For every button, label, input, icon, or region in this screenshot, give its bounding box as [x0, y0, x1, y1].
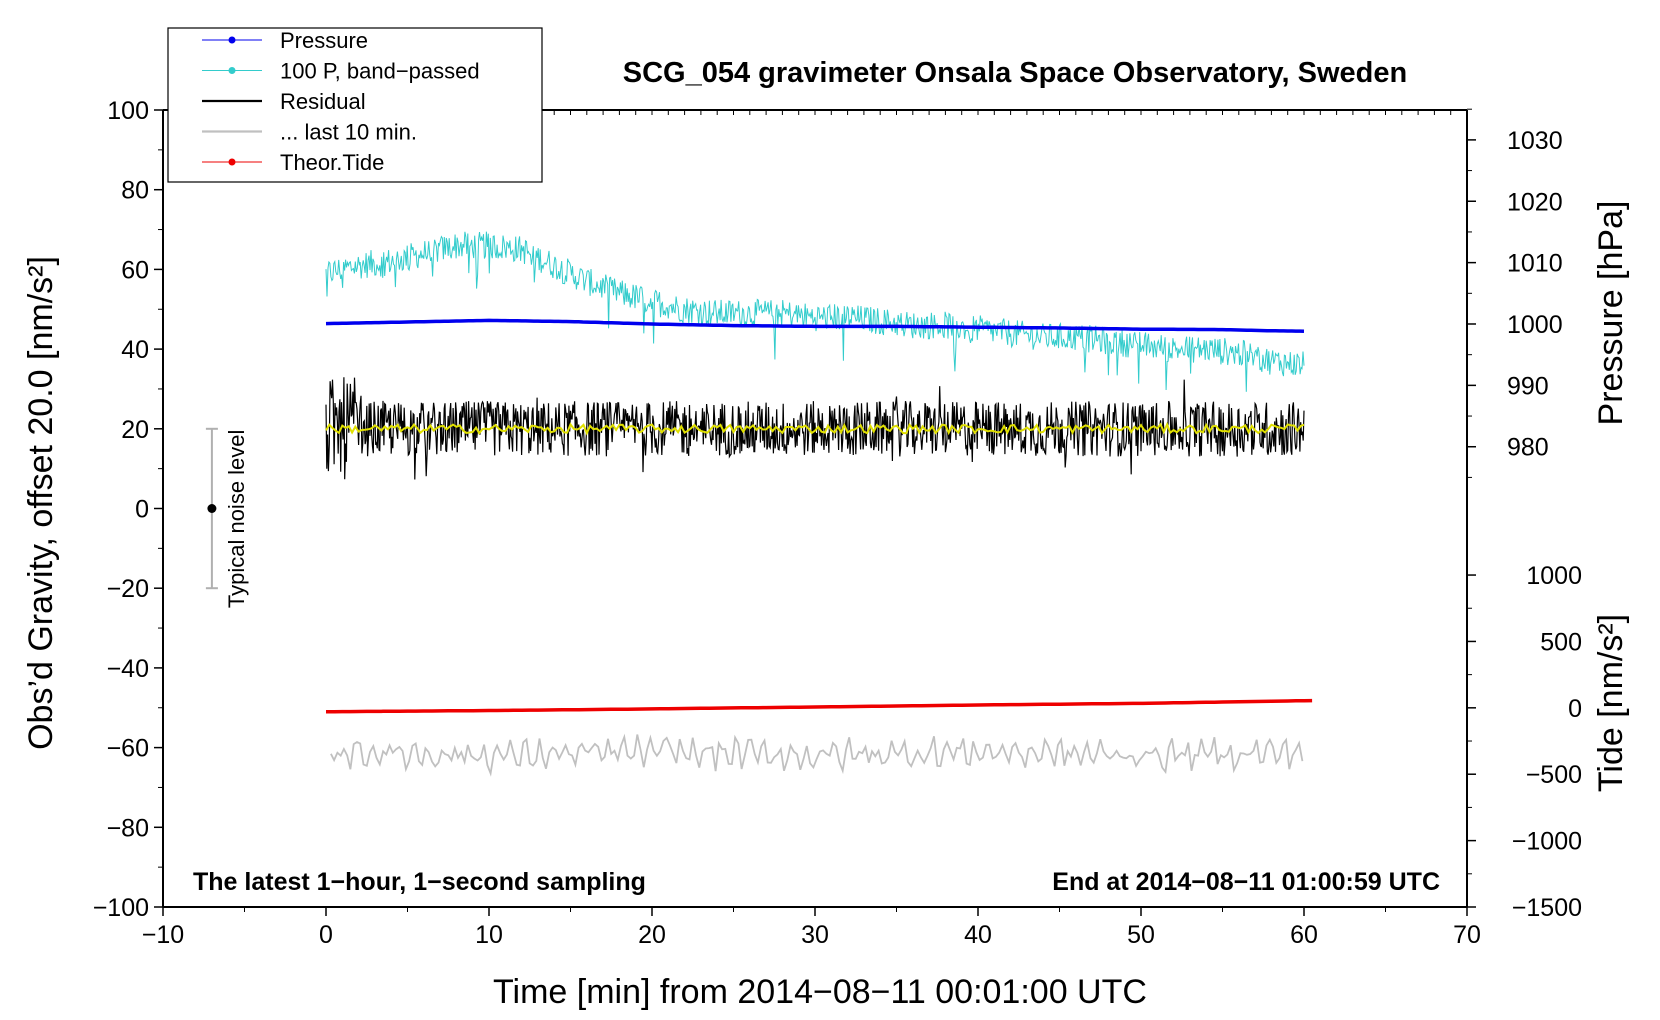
- legend-box: [167, 27, 543, 183]
- legend-label: ... last 10 min.: [280, 120, 417, 145]
- y-left-tick-label: −100: [93, 894, 149, 922]
- series-pressure: [325, 318, 1305, 333]
- y-left-tick-label: 100: [107, 97, 149, 125]
- y-left-tick-label: 60: [121, 256, 149, 284]
- y-left-tick-label: 40: [121, 336, 149, 364]
- pressure-axis-title: Pressure [hPa]: [1592, 201, 1630, 426]
- x-tick-label: 10: [475, 921, 503, 949]
- pressure-tick-label: 1020: [1507, 188, 1563, 216]
- x-tick-label: 70: [1453, 921, 1481, 949]
- legend: Pressure 100 P, band−passed Residual ... la…: [167, 27, 543, 183]
- left-y-axis-title: Obs’d Gravity, offset 20.0 [nm/s²]: [22, 256, 60, 750]
- pressure-tick-label: 1010: [1507, 250, 1563, 278]
- series-theoretical-tide: [326, 698, 1313, 714]
- x-tick-label: 40: [964, 921, 992, 949]
- y-left-tick-label: −20: [107, 575, 149, 603]
- legend-label: Residual: [280, 89, 366, 114]
- tide-axis-title: Tide [nm/s²]: [1592, 614, 1630, 792]
- x-tick-label: 20: [638, 921, 666, 949]
- legend-marker: [228, 158, 236, 166]
- tide-tick-label: 500: [1540, 628, 1582, 656]
- noise-center-point: [207, 504, 217, 513]
- tide-tick-label: −1000: [1512, 828, 1582, 856]
- y-left-tick-label: −60: [107, 735, 149, 763]
- series-residual: [325, 377, 1305, 480]
- legend-marker: [228, 67, 236, 74]
- legend-label: Theor.Tide: [280, 150, 384, 175]
- y-left-tick-label: −40: [107, 655, 149, 683]
- chart-title: SCG_054 gravimeter Onsala Space Observat…: [623, 57, 1407, 89]
- right-y-axes: 1030 1020 1010 1000 990 980 1000 500 0 −500 −1000 −…: [1467, 108, 1582, 922]
- series-last-10-min: [330, 733, 1304, 777]
- series-residual-smoothed: [325, 421, 1305, 436]
- y-left-tick-label: 20: [121, 416, 149, 444]
- left-y-axis: 100 80 60 40 20 0 −20 −40 −60 −80 −100: [93, 97, 163, 922]
- y-left-tick-label: 0: [135, 496, 149, 524]
- annotation-end-time: End at 2014−08−11 01:00:59 UTC: [1052, 868, 1440, 896]
- legend-label: Pressure: [280, 28, 368, 53]
- pressure-tick-label: 980: [1507, 434, 1549, 462]
- x-tick-label: 30: [801, 921, 829, 949]
- plot-frame: [162, 109, 1468, 908]
- tide-tick-label: −500: [1526, 761, 1582, 789]
- x-tick-label: −10: [142, 921, 184, 949]
- tide-tick-label: −1500: [1512, 894, 1582, 922]
- pressure-tick-label: 1030: [1507, 127, 1563, 155]
- x-tick-label: 50: [1127, 921, 1155, 949]
- noise-level-indicator: Typical noise level: [205, 427, 249, 609]
- x-tick-label: 60: [1290, 921, 1318, 949]
- annotation-latest-hour: The latest 1−hour, 1−second sampling: [193, 868, 646, 896]
- x-tick-label: 0: [319, 921, 333, 949]
- series-layer: [325, 231, 1313, 777]
- y-left-tick-label: 80: [121, 177, 149, 205]
- series-bandpassed-pressure: [325, 231, 1305, 392]
- pressure-tick-label: 990: [1507, 372, 1549, 400]
- legend-label: 100 P, band−passed: [280, 59, 480, 84]
- tide-tick-label: 0: [1568, 695, 1582, 723]
- pressure-tick-label: 1000: [1507, 311, 1563, 339]
- x-axis-title: Time [min] from 2014−08−11 00:01:00 UTC: [493, 973, 1147, 1011]
- x-axis: −10 0 10 20 30 40 50 60 70: [142, 907, 1481, 949]
- noise-level-label: Typical noise level: [224, 430, 249, 609]
- legend-marker: [228, 36, 236, 44]
- tide-tick-label: 1000: [1526, 562, 1582, 590]
- y-left-tick-label: −80: [107, 814, 149, 842]
